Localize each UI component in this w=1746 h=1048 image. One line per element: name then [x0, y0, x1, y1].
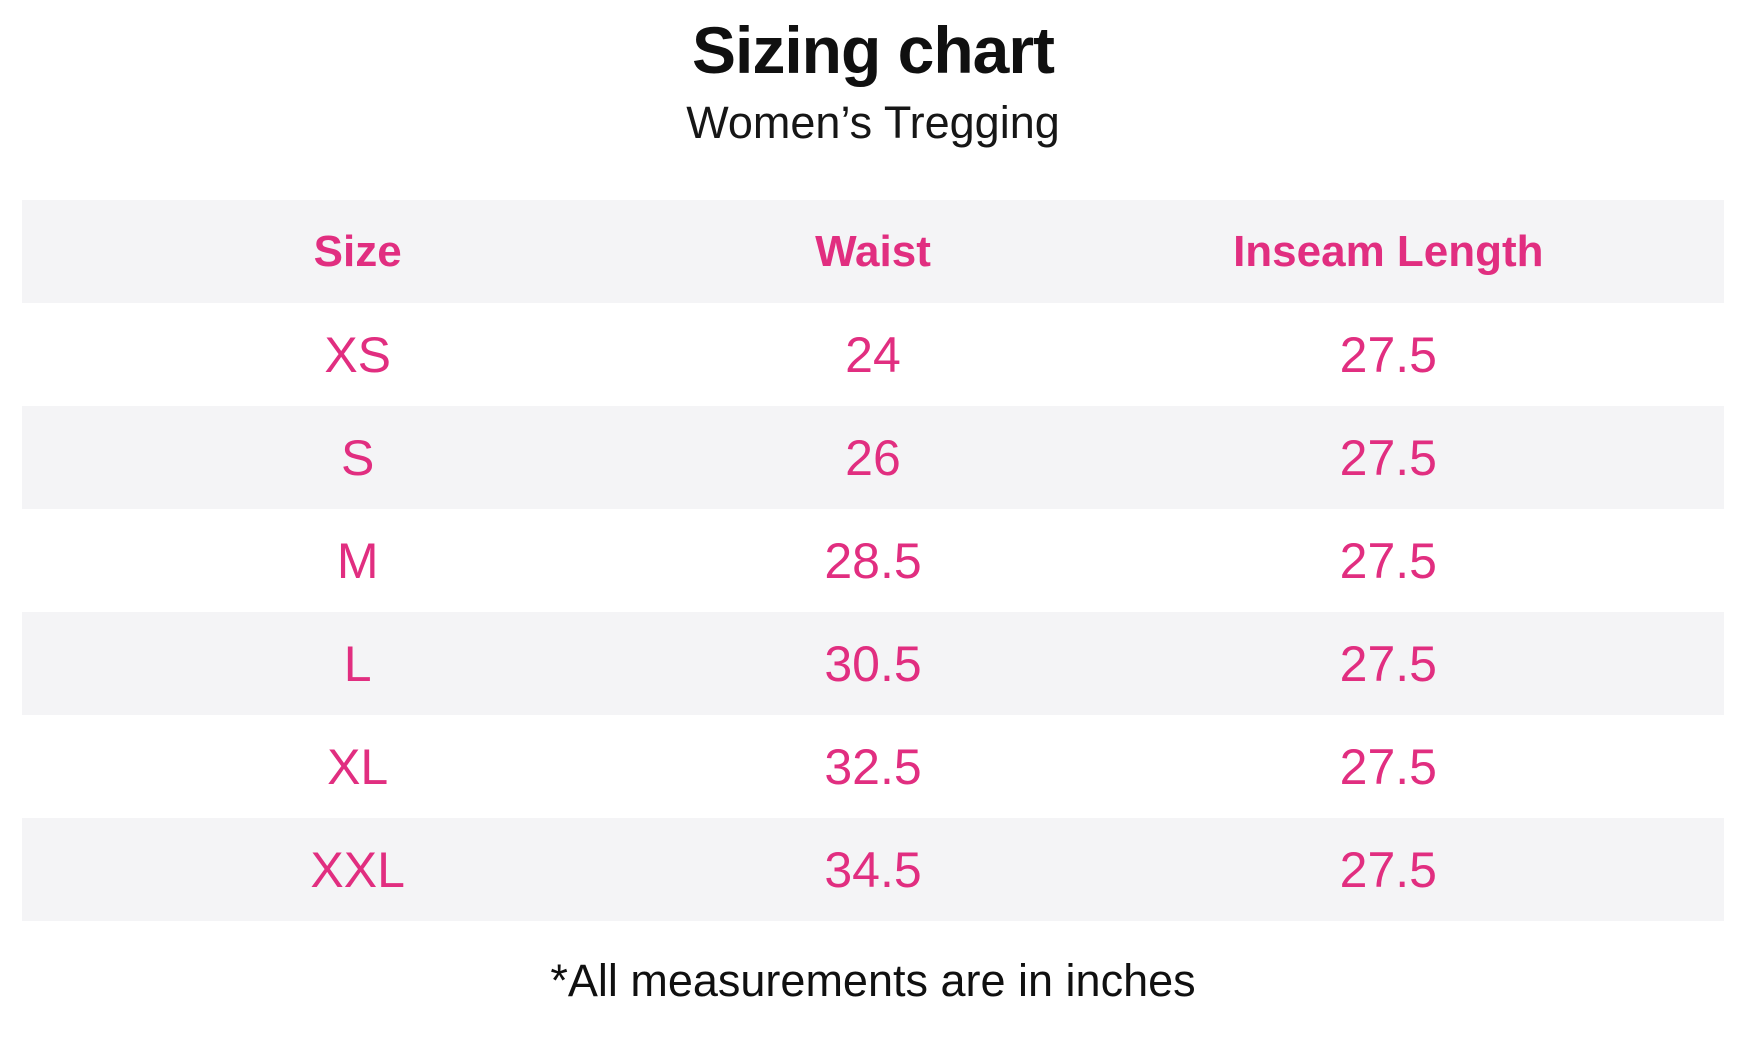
table-row-m: M 28.5 27.5	[22, 509, 1724, 612]
inseam-cell: 27.5	[1339, 738, 1437, 795]
inseam-cell: 27.5	[1339, 532, 1437, 589]
inseam-cell: 27.5	[1339, 841, 1437, 898]
table-row-xxl: XXL 34.5 27.5	[22, 818, 1724, 921]
inseam-cell: 27.5	[1339, 429, 1437, 486]
page-title: Sizing chart	[691, 13, 1055, 87]
inseam-cell: 27.5	[1339, 326, 1437, 383]
size-cell: XXL	[310, 841, 405, 898]
waist-cell: 28.5	[824, 532, 922, 589]
column-header-size: Size	[313, 226, 402, 276]
table-row-xs: XS 24 27.5	[22, 303, 1724, 406]
measurements-footnote: *All measurements are in inches	[550, 955, 1196, 1006]
table-row-s: S 26 27.5	[22, 406, 1724, 509]
inseam-cell: 27.5	[1339, 635, 1437, 692]
size-cell: M	[336, 532, 379, 589]
table-row-xl: XL 32.5 27.5	[22, 715, 1724, 818]
waist-cell: 30.5	[824, 635, 922, 692]
size-cell: S	[340, 429, 375, 486]
column-header-waist: Waist	[815, 226, 931, 276]
waist-cell: 24	[845, 326, 901, 383]
column-header-inseam-length: Inseam Length	[1233, 226, 1544, 276]
table-header-row: Size Waist Inseam Length	[22, 200, 1724, 303]
size-cell: L	[343, 635, 372, 692]
waist-cell: 34.5	[824, 841, 922, 898]
sizing-table: Size Waist Inseam Length XS 24 27.5 S 26…	[22, 200, 1724, 921]
page-subtitle: Women’s Tregging	[686, 97, 1060, 148]
size-cell: XL	[327, 738, 389, 795]
waist-cell: 32.5	[824, 738, 922, 795]
size-cell: XS	[324, 326, 392, 383]
waist-cell: 26	[845, 429, 901, 486]
table-row-l: L 30.5 27.5	[22, 612, 1724, 715]
